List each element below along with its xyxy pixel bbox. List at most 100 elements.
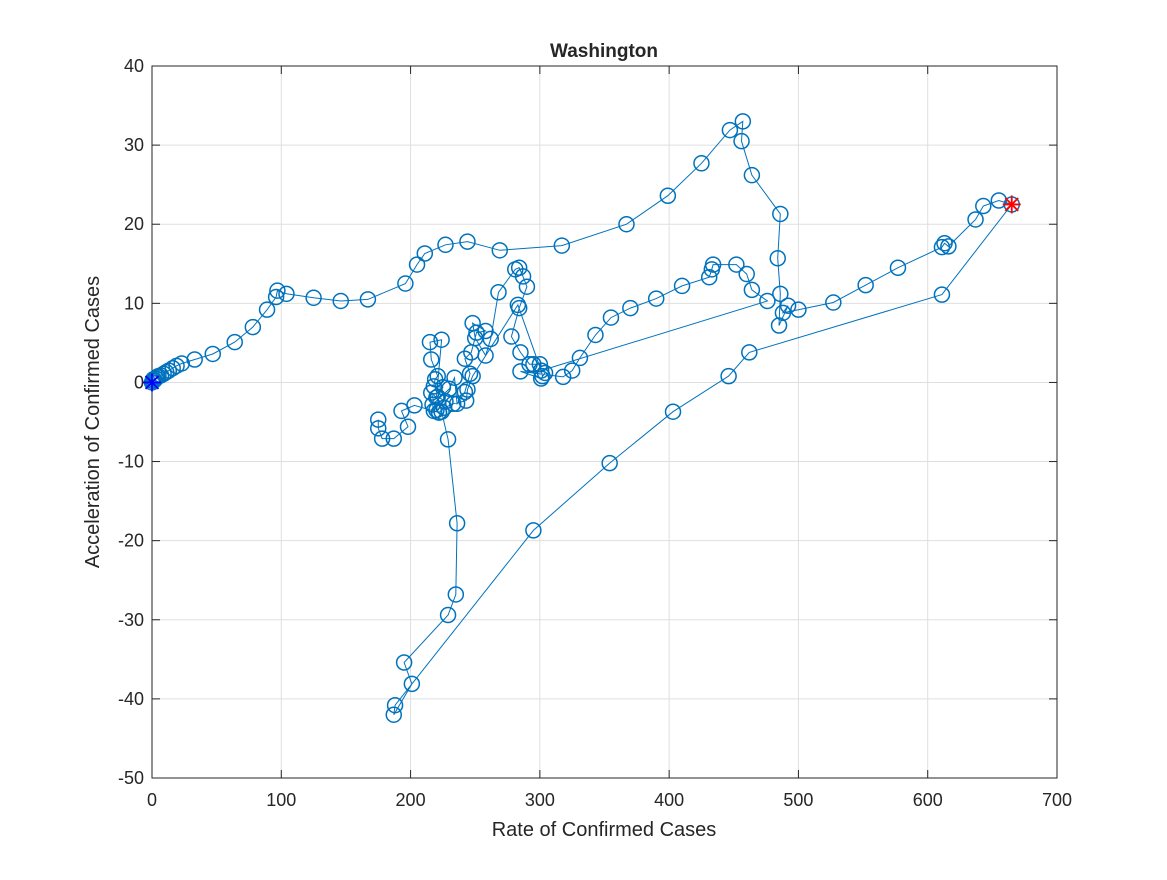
- data-point: [385, 430, 403, 447]
- data-point: [399, 418, 417, 435]
- y-tick-label: -50: [118, 768, 144, 788]
- data-point: [244, 318, 262, 336]
- data-point: [164, 359, 181, 377]
- data-point: [468, 324, 485, 341]
- data-point: [536, 364, 554, 382]
- data-point: [509, 296, 527, 314]
- data-point: [721, 121, 739, 139]
- data-point: [728, 256, 745, 273]
- y-axis-label: Acceleration of Confirmed Cases: [82, 276, 104, 568]
- data-point: [772, 205, 789, 223]
- data-point: [967, 211, 984, 228]
- x-tick-label: 500: [783, 790, 813, 810]
- start-marker: [143, 373, 161, 392]
- data-point: [571, 349, 589, 367]
- data-point: [554, 368, 572, 386]
- data-point: [512, 363, 529, 380]
- data-point: [444, 395, 462, 413]
- data-point: [532, 370, 550, 387]
- data-point: [774, 304, 792, 322]
- y-tick-label: 0: [134, 372, 144, 392]
- data-point: [408, 256, 426, 273]
- data-point: [647, 290, 665, 307]
- axes: 0 100 200 300 400 500 600 700 -50 -40 -30 -20 -10 0 10…: [118, 56, 1072, 810]
- data-point: [734, 113, 752, 130]
- x-tick-label: 0: [147, 790, 157, 810]
- data-point: [933, 286, 951, 303]
- data-point: [448, 395, 466, 413]
- data-point: [393, 402, 410, 420]
- data-point: [587, 326, 604, 344]
- data-point: [447, 586, 465, 603]
- data-point: [743, 166, 761, 184]
- data-point: [532, 362, 550, 379]
- data-point: [397, 275, 414, 292]
- data-point: [373, 430, 391, 447]
- data-point: [435, 399, 453, 417]
- data-point: [602, 309, 620, 326]
- data-point: [659, 187, 677, 204]
- series-line: [151, 120, 1013, 715]
- data-point: [204, 345, 222, 363]
- data-point: [439, 606, 457, 624]
- data-point: [601, 454, 618, 472]
- data-point: [759, 292, 776, 310]
- data-point: [456, 383, 474, 401]
- data-point: [525, 522, 542, 539]
- data-point: [825, 294, 842, 311]
- y-tick-label: 40: [124, 56, 144, 76]
- data-point: [267, 288, 285, 306]
- y-tick-label: 10: [124, 293, 144, 313]
- data-point: [173, 355, 190, 372]
- data-point: [618, 215, 635, 233]
- data-point: [491, 242, 509, 259]
- data-point: [423, 384, 440, 401]
- x-tick-label: 600: [913, 790, 943, 810]
- data-point: [857, 276, 874, 294]
- data-point: [720, 367, 737, 385]
- data-point: [936, 234, 953, 252]
- x-tick-label: 100: [266, 790, 296, 810]
- x-tick-label: 700: [1042, 790, 1072, 810]
- data-point: [421, 333, 439, 351]
- data-point: [704, 256, 722, 273]
- data-point: [448, 515, 466, 532]
- data-point: [155, 365, 172, 382]
- y-tick-label: 20: [124, 214, 144, 234]
- data-point: [940, 238, 957, 255]
- data-point: [430, 404, 448, 421]
- x-tick-label: 200: [396, 790, 426, 810]
- data-point: [370, 411, 387, 428]
- data-point: [889, 259, 907, 276]
- data-point: [769, 249, 786, 267]
- data-point: [441, 380, 458, 398]
- y-tick-label: 30: [124, 135, 144, 155]
- asterisk-stroke: [1004, 197, 1019, 212]
- data-point: [510, 259, 528, 276]
- data-point: [512, 344, 529, 361]
- data-point: [553, 237, 571, 254]
- data-point: [459, 381, 476, 398]
- data-point: [790, 301, 807, 318]
- grid-lines: [151, 65, 1058, 779]
- y-tick-label: -40: [118, 689, 144, 709]
- data-point: [446, 369, 463, 386]
- data-point: [622, 299, 639, 317]
- data-point: [226, 333, 243, 351]
- data-point: [975, 197, 992, 215]
- data-point: [278, 285, 295, 303]
- y-tick-label: -30: [118, 610, 144, 630]
- data-point: [305, 289, 322, 307]
- data-point: [563, 362, 581, 379]
- data-point: [673, 277, 691, 295]
- data-point: [385, 706, 403, 723]
- data-point: [395, 654, 413, 671]
- data-point: [482, 330, 499, 348]
- data-point: [269, 282, 286, 299]
- data-point: [990, 192, 1008, 209]
- data-point: [457, 392, 475, 409]
- x-axis-label: Rate of Confirmed Cases: [492, 819, 717, 841]
- data-point: [743, 281, 761, 299]
